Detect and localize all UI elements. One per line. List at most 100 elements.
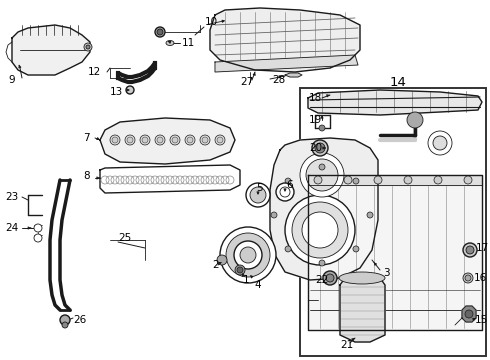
Text: 21: 21 bbox=[340, 340, 353, 350]
Circle shape bbox=[234, 241, 262, 269]
Circle shape bbox=[34, 234, 42, 242]
Circle shape bbox=[155, 135, 165, 145]
Circle shape bbox=[271, 212, 277, 218]
Circle shape bbox=[465, 310, 473, 318]
Circle shape bbox=[319, 125, 325, 131]
Text: 4: 4 bbox=[254, 280, 261, 290]
Circle shape bbox=[292, 202, 348, 258]
Circle shape bbox=[407, 112, 423, 128]
Circle shape bbox=[187, 137, 193, 143]
Circle shape bbox=[285, 195, 355, 265]
Circle shape bbox=[185, 135, 195, 145]
Circle shape bbox=[319, 164, 325, 170]
Text: 20: 20 bbox=[309, 143, 322, 153]
Text: 5: 5 bbox=[256, 183, 263, 193]
Circle shape bbox=[220, 227, 276, 283]
Circle shape bbox=[226, 233, 270, 277]
Polygon shape bbox=[12, 25, 90, 75]
Circle shape bbox=[140, 135, 150, 145]
Bar bbox=[300, 88, 486, 356]
Polygon shape bbox=[285, 73, 302, 77]
Text: 15: 15 bbox=[475, 315, 488, 325]
Text: 9: 9 bbox=[8, 75, 15, 85]
Polygon shape bbox=[462, 306, 476, 322]
Circle shape bbox=[344, 176, 352, 184]
Circle shape bbox=[285, 246, 291, 252]
Text: 8: 8 bbox=[83, 171, 90, 181]
Circle shape bbox=[463, 243, 477, 257]
Circle shape bbox=[62, 322, 68, 328]
Circle shape bbox=[215, 135, 225, 145]
Text: 17: 17 bbox=[476, 243, 489, 253]
Text: 27: 27 bbox=[240, 77, 253, 87]
Circle shape bbox=[237, 267, 243, 273]
Circle shape bbox=[285, 178, 291, 184]
Text: 1: 1 bbox=[243, 275, 249, 285]
Polygon shape bbox=[210, 8, 360, 72]
Circle shape bbox=[157, 137, 163, 143]
Text: 10: 10 bbox=[205, 17, 218, 27]
Circle shape bbox=[353, 178, 359, 184]
Circle shape bbox=[217, 137, 223, 143]
Circle shape bbox=[306, 159, 338, 191]
Circle shape bbox=[464, 176, 472, 184]
Polygon shape bbox=[308, 175, 482, 330]
Text: 16: 16 bbox=[474, 273, 487, 283]
Polygon shape bbox=[270, 138, 378, 280]
Ellipse shape bbox=[166, 40, 174, 45]
Circle shape bbox=[235, 265, 245, 275]
Circle shape bbox=[142, 137, 148, 143]
Circle shape bbox=[433, 136, 447, 150]
Circle shape bbox=[217, 255, 227, 265]
Circle shape bbox=[202, 137, 208, 143]
Text: 28: 28 bbox=[272, 75, 285, 85]
Circle shape bbox=[126, 86, 134, 94]
Circle shape bbox=[404, 176, 412, 184]
Polygon shape bbox=[308, 90, 482, 115]
Circle shape bbox=[170, 135, 180, 145]
Circle shape bbox=[125, 135, 135, 145]
Circle shape bbox=[312, 140, 328, 156]
Circle shape bbox=[112, 137, 118, 143]
Circle shape bbox=[240, 247, 256, 263]
Text: 18: 18 bbox=[309, 93, 322, 103]
Circle shape bbox=[302, 212, 338, 248]
Circle shape bbox=[323, 271, 337, 285]
Ellipse shape bbox=[339, 272, 385, 284]
Circle shape bbox=[465, 275, 471, 281]
Circle shape bbox=[374, 176, 382, 184]
Circle shape bbox=[84, 43, 92, 51]
Text: 25: 25 bbox=[118, 233, 131, 243]
Circle shape bbox=[326, 274, 334, 282]
Text: 23: 23 bbox=[5, 192, 18, 202]
Text: 12: 12 bbox=[88, 67, 101, 77]
Circle shape bbox=[110, 135, 120, 145]
Circle shape bbox=[200, 135, 210, 145]
Text: 13: 13 bbox=[110, 87, 123, 97]
Circle shape bbox=[127, 137, 133, 143]
Circle shape bbox=[314, 176, 322, 184]
Circle shape bbox=[172, 137, 178, 143]
Text: 26: 26 bbox=[73, 315, 86, 325]
Circle shape bbox=[246, 183, 270, 207]
Text: 22: 22 bbox=[315, 275, 328, 285]
Circle shape bbox=[34, 224, 42, 232]
Text: 6: 6 bbox=[286, 180, 293, 190]
Circle shape bbox=[250, 187, 266, 203]
Polygon shape bbox=[215, 55, 358, 72]
Text: 24: 24 bbox=[5, 223, 18, 233]
Circle shape bbox=[60, 315, 70, 325]
Circle shape bbox=[157, 29, 163, 35]
Polygon shape bbox=[100, 165, 240, 193]
Text: 7: 7 bbox=[83, 133, 90, 143]
Text: 14: 14 bbox=[390, 77, 407, 90]
Circle shape bbox=[315, 143, 325, 153]
Polygon shape bbox=[308, 175, 482, 185]
Text: 2: 2 bbox=[212, 260, 219, 270]
Circle shape bbox=[276, 183, 294, 201]
Text: 11: 11 bbox=[182, 38, 195, 48]
Circle shape bbox=[428, 131, 452, 155]
Circle shape bbox=[367, 212, 373, 218]
Circle shape bbox=[319, 260, 325, 266]
Circle shape bbox=[463, 273, 473, 283]
